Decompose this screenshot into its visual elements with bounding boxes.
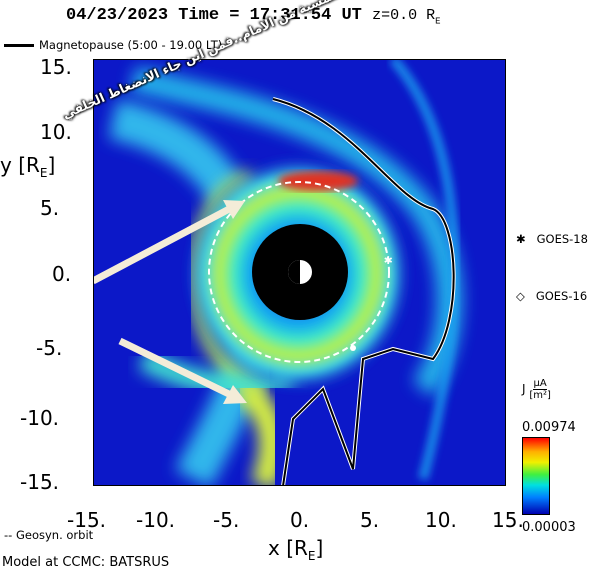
x-tick-label: 5. bbox=[360, 508, 380, 532]
y-tick-label: 5. bbox=[40, 196, 60, 220]
goes-18-legend: ✱ GOES-18 bbox=[516, 232, 588, 246]
x-tick-label: 15. bbox=[492, 508, 524, 532]
model-footer: Model at CCMC: BATSRUS bbox=[2, 555, 170, 570]
geosync-legend: -- Geosyn. orbit bbox=[4, 528, 94, 542]
star-icon: ✱ bbox=[516, 232, 526, 246]
y-tick-label: -15. bbox=[20, 470, 60, 494]
arrow-icon bbox=[93, 200, 245, 285]
magnetopause-line-swatch bbox=[4, 44, 34, 47]
diamond-icon: ◇ bbox=[516, 289, 525, 303]
y-tick-label: 10. bbox=[40, 120, 72, 144]
goes-16-marker bbox=[350, 345, 356, 351]
y-tick-label: 0. bbox=[52, 262, 72, 286]
magnetopause-legend: Magnetopause (5:00 - 19.00 LT) bbox=[4, 38, 222, 52]
plot-title: 04/23/2023 Time = 17:31:54 UT z=0.0 RE bbox=[66, 6, 441, 27]
geosync-orbit bbox=[208, 181, 390, 363]
y-tick-label: -10. bbox=[20, 406, 60, 430]
y-axis-label: y [RE] bbox=[0, 153, 56, 180]
x-tick-label: -15. bbox=[67, 508, 107, 532]
colorbar-label: J [μA m²] bbox=[522, 378, 551, 401]
current-density-plot: ✱ bbox=[93, 59, 506, 486]
x-axis-label: x [RE] bbox=[268, 536, 324, 563]
colorbar-min: 0.00003 bbox=[522, 520, 576, 535]
goes-18-marker: ✱ bbox=[384, 252, 393, 268]
y-tick-label: -5. bbox=[36, 336, 63, 360]
x-tick-label: -5. bbox=[213, 508, 240, 532]
x-tick-label: 10. bbox=[425, 508, 457, 532]
x-tick-label: -10. bbox=[136, 508, 176, 532]
colorbar-max: 0.00974 bbox=[522, 420, 576, 435]
colorbar bbox=[522, 437, 550, 515]
goes-16-legend: ◇ GOES-16 bbox=[516, 289, 588, 303]
x-tick-label: 0. bbox=[290, 508, 310, 532]
y-tick-label: 15. bbox=[40, 55, 72, 79]
arrow-icon bbox=[118, 337, 247, 404]
